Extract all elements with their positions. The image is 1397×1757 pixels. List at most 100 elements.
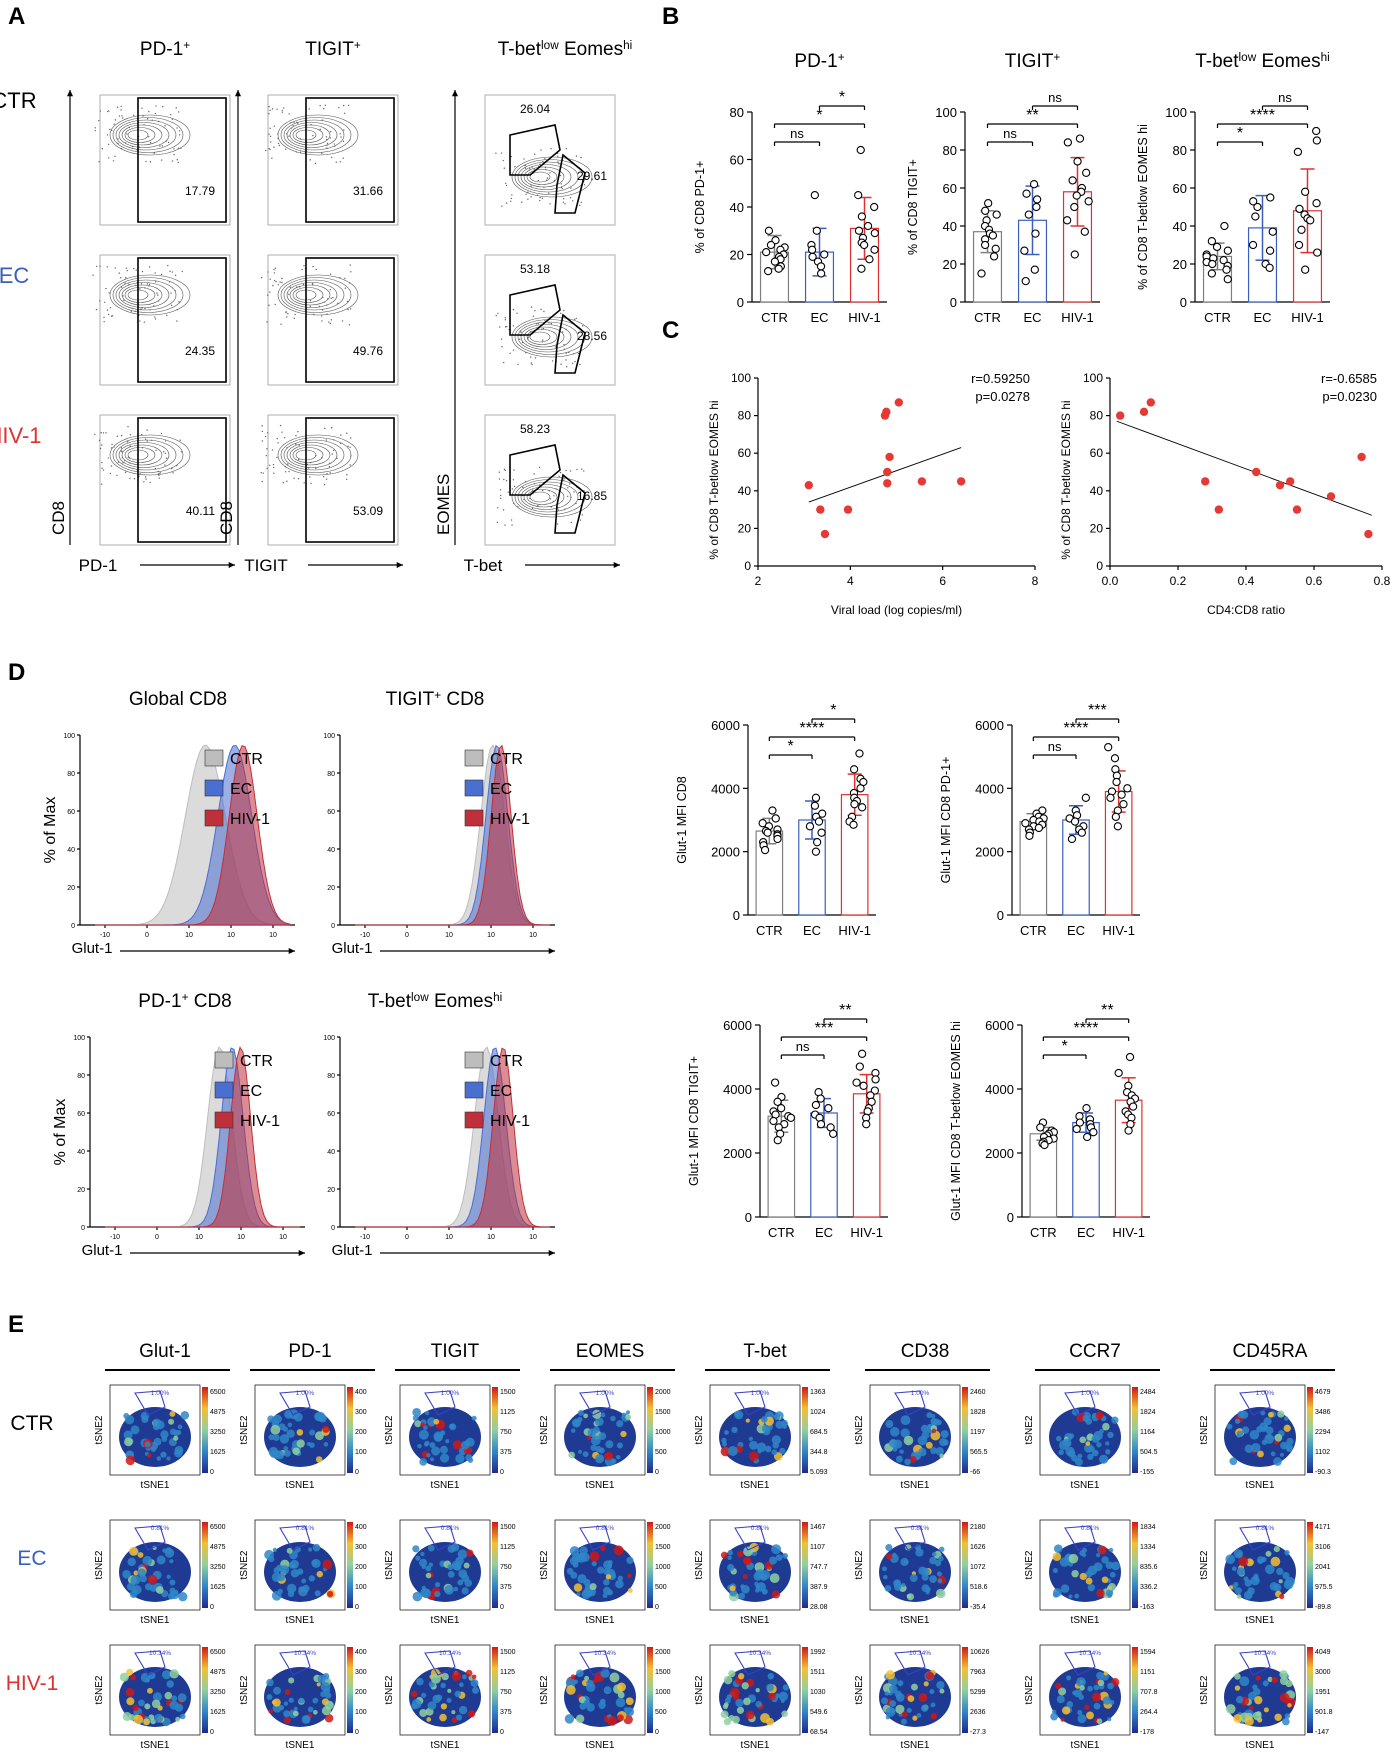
x-tick-label: 6 [939, 574, 946, 588]
significance-label: ** [1026, 107, 1038, 124]
event-dot [577, 352, 580, 355]
event-dot [116, 106, 119, 108]
data-point [810, 190, 819, 200]
y-tick-label: 6000 [975, 718, 1004, 733]
tsne-cluster [419, 1458, 428, 1466]
tsne-cluster [782, 1552, 789, 1559]
tsne-cluster [937, 1571, 942, 1577]
event-dot [303, 482, 305, 484]
colorbar-tick-label: 565.5 [970, 1449, 988, 1456]
event-dot [140, 308, 142, 310]
event-dot [160, 159, 163, 161]
tsne-cluster [1098, 1545, 1107, 1555]
y-tick-label: 60 [943, 181, 957, 196]
event-dot [133, 478, 136, 480]
event-dot [177, 111, 180, 113]
tsne-cluster [273, 1686, 281, 1695]
event-dot [549, 498, 552, 500]
event-dot [265, 149, 267, 152]
panelA-y-arrow-0 [66, 90, 74, 545]
event-dot [281, 431, 283, 433]
contour-ring [529, 331, 551, 343]
tsne-cluster [729, 1585, 736, 1592]
panel-letter-c: C [662, 317, 679, 344]
tsne-cluster [268, 1434, 275, 1441]
tsne-cluster [1282, 1571, 1290, 1580]
tsne-y-label: tSNE2 [694, 1415, 705, 1444]
tsne-cluster [912, 1715, 918, 1721]
event-dot [309, 159, 311, 161]
tsne-cluster [441, 1672, 449, 1681]
tsne-cluster [616, 1420, 624, 1428]
tsne-cluster [1062, 1706, 1071, 1715]
tsne-cluster [727, 1549, 733, 1556]
y-tick-label: 2000 [723, 1146, 752, 1161]
tsne-cluster [901, 1582, 906, 1587]
event-dot [504, 319, 506, 321]
event-dot [533, 168, 535, 170]
tsne-cluster [1111, 1416, 1119, 1424]
data-point [812, 226, 821, 235]
tsne-cluster [586, 1702, 595, 1712]
data-point [870, 228, 879, 238]
contour-ring [292, 287, 324, 303]
event-dot [120, 434, 123, 437]
colorbar-tick-label: -27.3 [970, 1729, 986, 1736]
event-dot [500, 338, 503, 340]
data-point [857, 212, 867, 221]
tsne-cluster [165, 1547, 172, 1554]
event-dot [513, 485, 516, 488]
tsne-cluster [910, 1683, 918, 1691]
tsne-cluster [313, 1710, 318, 1715]
data-point [1223, 246, 1233, 255]
colorbar-tick-label: 5299 [970, 1689, 986, 1696]
x-tick-label: HIV-1 [850, 1225, 883, 1240]
event-dot [331, 156, 333, 159]
event-dot [281, 111, 284, 113]
x-tick-label: EC [1067, 923, 1085, 938]
event-dot [346, 300, 349, 303]
tsne-cluster [889, 1427, 900, 1437]
event-dot [273, 146, 275, 148]
tsne-cluster [137, 1552, 144, 1558]
event-dot [523, 158, 525, 160]
tsne-cluster [283, 1716, 291, 1724]
tsne-cluster [1108, 1582, 1116, 1591]
contour-ring [118, 122, 170, 148]
tsne-cluster [1102, 1422, 1110, 1431]
x-tick-label: -10 [100, 932, 110, 939]
contour-ring [112, 117, 184, 153]
event-dot [266, 294, 269, 296]
tsne-y-label: tSNE2 [1024, 1675, 1035, 1704]
tsne-cluster [466, 1549, 474, 1557]
data-point [1266, 193, 1275, 202]
contour-ring [292, 447, 324, 463]
data-point [1214, 505, 1224, 514]
y-tick-label: 0 [81, 1225, 85, 1232]
data-point [956, 477, 966, 486]
event-dot [293, 477, 295, 479]
colorbar-tick-label: 1363 [810, 1389, 826, 1396]
event-dot [114, 267, 116, 269]
tsne-cluster [583, 1578, 591, 1587]
tsne-cluster [266, 1678, 274, 1687]
colorbar-tick-label: 3106 [1315, 1544, 1331, 1551]
colorbar-tick-label: 500 [655, 1449, 667, 1456]
event-dot [277, 284, 279, 286]
data-point [808, 252, 817, 262]
tsne-cluster [1243, 1591, 1253, 1600]
event-dot [120, 147, 123, 150]
superscript-text: + [354, 39, 361, 52]
event-dot [267, 271, 269, 273]
event-dot [542, 489, 544, 492]
tsne-cluster [1085, 1570, 1093, 1578]
tsne-cluster [1234, 1418, 1241, 1424]
x-tick-label: 10 [195, 1234, 203, 1241]
event-dot [503, 167, 506, 169]
colorbar-tick-label: 835.6 [1140, 1564, 1158, 1571]
panelA-x-arrow-2 [525, 561, 620, 569]
tsne-cluster [726, 1694, 732, 1700]
event-dot [92, 274, 94, 276]
event-dot [129, 434, 132, 436]
event-dot [139, 473, 141, 475]
